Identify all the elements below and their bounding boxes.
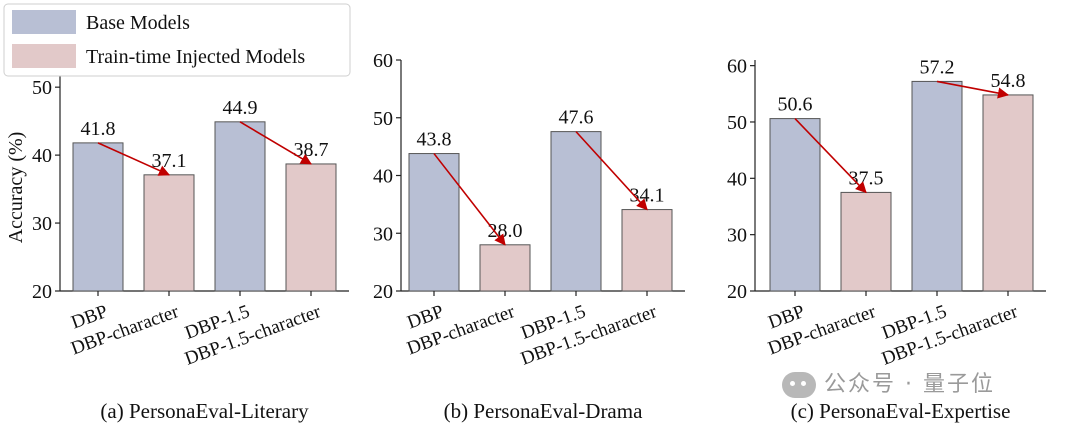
legend: Base Models Train-time Injected Models [3, 3, 351, 77]
value-label: 54.8 [991, 70, 1026, 92]
legend-swatch [12, 10, 76, 34]
bar-2 [479, 244, 531, 292]
legend-frame [3, 3, 351, 77]
value-label: 37.5 [849, 167, 884, 189]
y-tick-label: 30 [32, 213, 52, 235]
bar-3 [214, 121, 266, 292]
wechat-icon [782, 372, 816, 398]
y-tick-label: 40 [32, 145, 52, 167]
trend-arrow [936, 80, 1010, 99]
chart-panel-2: 203040506043.8DBP28.0DBP-character47.6DB… [373, 50, 685, 423]
value-label: 38.7 [294, 139, 329, 161]
value-label: 57.2 [920, 56, 955, 78]
value-label: 43.8 [417, 129, 452, 151]
y-tick-label: 20 [32, 281, 52, 303]
legend-swatch [12, 44, 76, 68]
trend-arrow [433, 153, 506, 246]
bar-1 [72, 142, 124, 292]
bar-2 [840, 191, 892, 292]
trend-arrow [97, 142, 171, 176]
y-tick-label: 40 [373, 166, 393, 188]
y-tick-label: 60 [727, 56, 747, 78]
bar-1 [408, 153, 460, 292]
y-tick-label: 40 [727, 168, 747, 190]
panel-caption: (b) PersonaEval-Drama [444, 399, 644, 423]
y-tick-label: 50 [373, 108, 393, 130]
watermark: 公众号 · 量子位 [782, 366, 995, 398]
value-label: 41.8 [81, 118, 116, 140]
trend-arrow [239, 121, 312, 165]
panel-caption: (c) PersonaEval-Expertise [791, 399, 1011, 423]
y-tick-label: 20 [727, 281, 747, 303]
bar-4 [285, 163, 337, 292]
y-tick-label: 60 [373, 50, 393, 72]
bar-3 [550, 131, 602, 292]
value-label: 44.9 [223, 97, 258, 119]
y-tick-label: 50 [32, 77, 52, 99]
bar-1 [769, 118, 821, 292]
watermark-text: 公众号 · 量子位 [824, 372, 995, 397]
y-axis-label: Accuracy (%) [5, 132, 27, 244]
y-tick-label: 20 [373, 281, 393, 303]
legend-label: Train-time Injected Models [86, 46, 305, 68]
bar-4 [621, 209, 673, 292]
value-label: 50.6 [778, 94, 813, 116]
value-label: 47.6 [559, 107, 594, 129]
panel-caption: (a) PersonaEval-Literary [100, 399, 309, 423]
trend-arrow [575, 131, 648, 211]
y-tick-label: 30 [373, 223, 393, 245]
y-tick-label: 30 [727, 225, 747, 247]
bar-2 [143, 174, 195, 292]
value-label: 28.0 [488, 220, 523, 242]
bar-3 [911, 80, 963, 292]
y-tick-label: 50 [727, 112, 747, 134]
chart-panel-3: 203040506050.6DBP37.5DBP-character57.2DB… [727, 56, 1046, 423]
bar-4 [982, 94, 1034, 292]
legend-label: Base Models [86, 12, 190, 34]
trend-arrow [794, 118, 867, 194]
